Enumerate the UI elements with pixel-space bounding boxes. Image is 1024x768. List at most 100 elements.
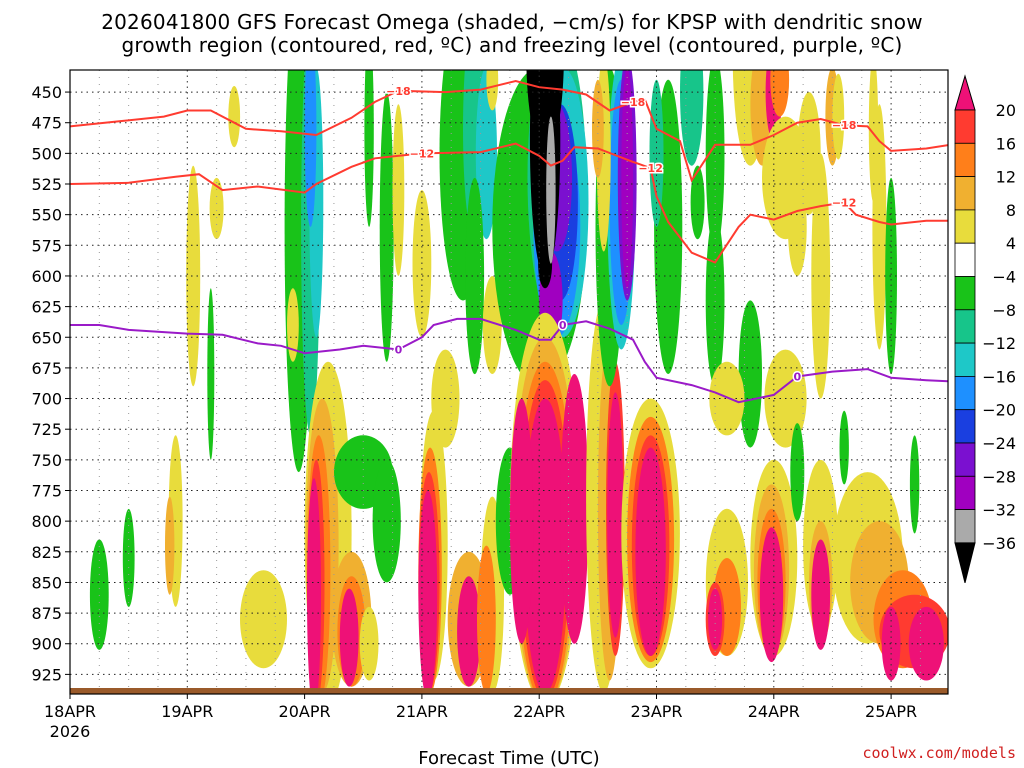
y-tick-label-750: 750	[31, 451, 62, 470]
y-tick-label-775: 775	[31, 482, 62, 501]
minus-18-contour-label-2: −18	[832, 119, 857, 132]
colorbar-label-9: −20	[982, 401, 1016, 420]
omega-cell-11	[304, 70, 317, 227]
omega-cell-83	[738, 300, 762, 448]
colorbar-segment-7	[954, 309, 976, 344]
x-axis: 18APR 19APR 20APR 21APR 22APR 23APR 24APR 25APR…	[44, 694, 917, 741]
omega-cell-84	[709, 361, 745, 436]
y-tick-label-925: 925	[31, 665, 62, 684]
colorbar-segment-9	[954, 375, 976, 411]
freezing-level-label-2: 0	[793, 371, 801, 384]
colorbar-segment-1	[954, 109, 976, 144]
colorbar-label-5: −4	[992, 268, 1016, 287]
omega-cell-114	[881, 606, 901, 681]
omega-cell-32	[418, 490, 438, 694]
x-tick-label-7: 25APR	[865, 702, 917, 721]
x-axis-title: Forecast Time (UTC)	[418, 748, 599, 768]
minus-12-contour-line	[70, 142, 948, 264]
y-tick-label-450: 450	[31, 83, 62, 102]
omega-cell-106	[832, 73, 845, 160]
freezing-level-label-1: 0	[559, 319, 567, 332]
colorbar-label-13: −36	[982, 534, 1016, 553]
y-tick-label-600: 600	[31, 267, 62, 286]
colorbar-segment-4	[954, 209, 976, 244]
omega-cell-100	[759, 527, 784, 663]
minus-12-contour-label-0: −12	[410, 147, 435, 160]
omega-shading	[89, 70, 948, 694]
omega-cell-80	[705, 70, 725, 252]
x-tick-label-6: 24APR	[748, 702, 800, 721]
colorbar-bottom-arrow	[954, 542, 976, 584]
colorbar-segment-5	[954, 242, 976, 277]
omega-cell-70	[621, 70, 634, 289]
y-tick-label-575: 575	[31, 236, 62, 255]
omega-cell-118	[909, 435, 920, 534]
y-tick-label-500: 500	[31, 144, 62, 163]
y-tick-label-875: 875	[31, 604, 62, 623]
colorbar-segment-12	[954, 475, 976, 510]
y-axis: 450 475 500 525 550 575 600 625 650 675 700 725 750 7…	[31, 83, 70, 684]
colorbar-segment-11	[954, 442, 976, 477]
omega-cell-103	[811, 539, 831, 650]
colorbar-label-2: 12	[996, 168, 1016, 187]
omega-cell-6	[209, 177, 224, 240]
y-tick-label-800: 800	[31, 512, 62, 531]
chart-title-line2: growth region (contoured, red, ºC) and f…	[121, 33, 903, 57]
y-tick-label-700: 700	[31, 390, 62, 409]
y-tick-label-850: 850	[31, 573, 62, 592]
source-credit: coolwx.com/models	[862, 744, 1016, 762]
omega-cell-23	[364, 70, 374, 227]
omega-cell-54	[546, 116, 556, 264]
omega-cell-82	[705, 214, 725, 387]
omega-cell-81	[690, 165, 705, 240]
colorbar-segment-3	[954, 176, 976, 211]
omega-cell-104	[811, 153, 831, 399]
y-tick-label-550: 550	[31, 206, 62, 225]
omega-cell-39	[475, 70, 497, 240]
omega-cell-119	[240, 570, 287, 669]
x-tick-label-4: 22APR	[513, 702, 565, 721]
omega-cell-34	[457, 576, 481, 687]
colorbar-segment-10	[954, 409, 976, 444]
colorbar-label-11: −28	[982, 467, 1016, 486]
omega-cell-40	[465, 177, 485, 375]
colorbar-segment-2	[954, 142, 976, 178]
chart-title-line1: 2026041800 GFS Forecast Omega (shaded, −…	[101, 10, 923, 34]
omega-cell-24	[392, 104, 405, 276]
colorbar-segment-6	[954, 276, 976, 311]
omega-cell-116	[790, 423, 805, 522]
x-tick-label-5: 23APR	[630, 702, 682, 721]
colorbar-label-10: −24	[982, 434, 1016, 453]
x-tick-label-3: 21APR	[396, 702, 448, 721]
omega-cell-0	[89, 539, 109, 650]
colorbar-label-8: −16	[982, 367, 1016, 386]
omega-cell-5	[207, 288, 215, 460]
omega-cell-22	[379, 92, 394, 362]
omega-cell-79	[680, 70, 704, 166]
omega-cell-7	[228, 86, 241, 148]
omega-cell-52	[526, 70, 564, 154]
colorbar-label-7: −12	[982, 334, 1016, 353]
colorbar-top-arrow	[954, 74, 976, 111]
omega-cell-72	[592, 79, 604, 178]
y-tick-label-650: 650	[31, 328, 62, 347]
x-year-label: 2026	[50, 722, 91, 741]
omega-cell-88	[708, 588, 723, 650]
y-tick-label-475: 475	[31, 114, 62, 133]
x-tick-label-2: 20APR	[279, 702, 331, 721]
freezing-level-label-0: 0	[395, 344, 403, 357]
gridlines	[70, 70, 948, 694]
omega-cell-17	[307, 478, 321, 694]
plot-frame	[69, 69, 949, 695]
omega-cell-59	[524, 398, 567, 693]
omega-cell-117	[839, 410, 849, 485]
colorbar-label-6: −8	[992, 301, 1016, 320]
y-tick-label-675: 675	[31, 359, 62, 378]
colorbar-label-0: 20	[996, 101, 1016, 120]
y-tick-label-900: 900	[31, 635, 62, 654]
minus-12-contour-label-1: −12	[638, 162, 663, 175]
colorbar-label-4: 4	[1006, 234, 1016, 253]
omega-cell-76	[635, 447, 666, 656]
y-tick-label-625: 625	[31, 298, 62, 317]
omega-cell-1	[122, 508, 135, 607]
